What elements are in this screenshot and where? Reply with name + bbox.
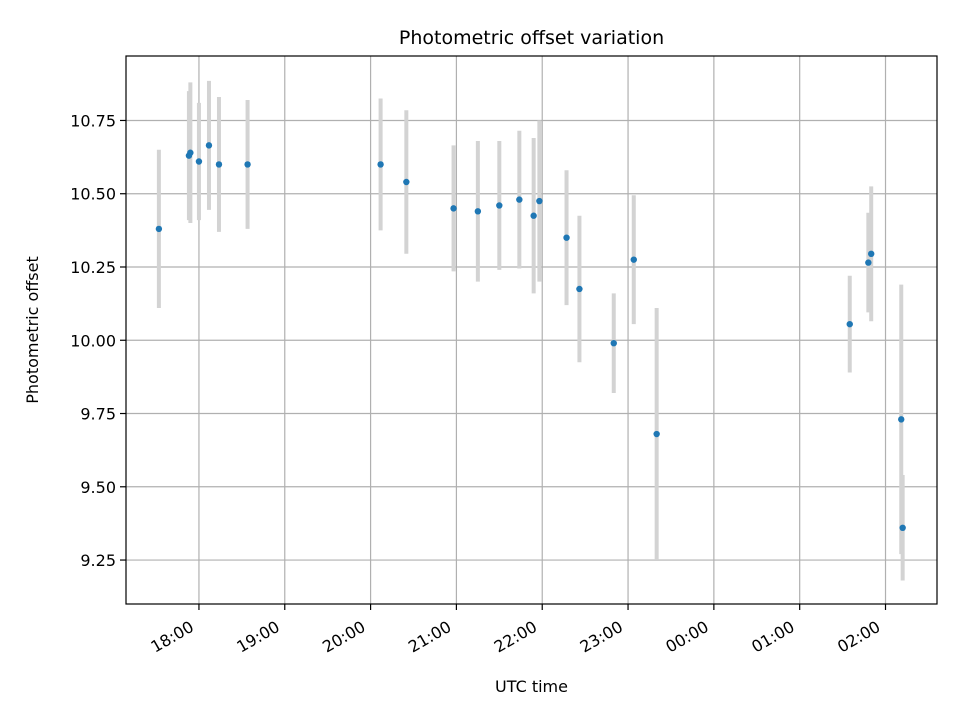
data-point bbox=[516, 196, 523, 203]
data-point bbox=[474, 208, 482, 215]
data-point bbox=[653, 430, 660, 438]
data-point bbox=[195, 158, 203, 165]
y-axis-label: Photometric offset bbox=[23, 256, 42, 404]
x-tick-label: 01:00 bbox=[748, 617, 797, 657]
data-point bbox=[563, 234, 570, 241]
data-point bbox=[868, 250, 875, 258]
x-tick-label: 22:00 bbox=[491, 617, 540, 657]
data-point bbox=[155, 225, 163, 233]
y-tick-label: 10.50 bbox=[70, 185, 116, 204]
chart-title: Photometric offset variation bbox=[399, 27, 664, 49]
data-point bbox=[536, 197, 543, 205]
data-point bbox=[403, 178, 410, 186]
x-tick-label: 21:00 bbox=[405, 617, 454, 657]
x-tick-label: 20:00 bbox=[319, 617, 368, 657]
data-points bbox=[155, 142, 906, 532]
x-tick-label: 23:00 bbox=[577, 617, 626, 657]
data-point bbox=[899, 524, 906, 532]
data-point bbox=[865, 259, 872, 266]
x-tick-label: 19:00 bbox=[233, 617, 282, 657]
data-point bbox=[205, 142, 213, 149]
y-tick-label: 10.25 bbox=[70, 258, 116, 277]
data-point bbox=[377, 161, 384, 168]
y-tick-label: 9.75 bbox=[80, 405, 116, 424]
x-tick-label: 02:00 bbox=[834, 617, 883, 657]
x-tick-label: 18:00 bbox=[148, 617, 197, 657]
data-point bbox=[215, 161, 223, 168]
data-point bbox=[450, 205, 457, 212]
x-tick-label: 00:00 bbox=[662, 617, 711, 657]
data-point bbox=[610, 339, 617, 347]
grid-lines bbox=[126, 56, 937, 604]
data-point bbox=[576, 285, 583, 293]
error-bars bbox=[156, 80, 905, 581]
data-point bbox=[898, 416, 905, 423]
y-tick-label: 10.00 bbox=[70, 331, 116, 350]
data-point bbox=[496, 202, 503, 209]
data-point bbox=[630, 256, 637, 263]
data-point bbox=[244, 161, 251, 168]
y-tick-label: 10.75 bbox=[70, 111, 116, 130]
y-tick-label: 9.50 bbox=[80, 478, 116, 497]
data-point bbox=[846, 320, 853, 328]
plot-frame bbox=[125, 55, 938, 605]
x-axis-label: UTC time bbox=[495, 677, 568, 696]
data-point bbox=[187, 149, 194, 156]
y-tick-label: 9.25 bbox=[80, 551, 116, 570]
data-point bbox=[530, 212, 537, 219]
